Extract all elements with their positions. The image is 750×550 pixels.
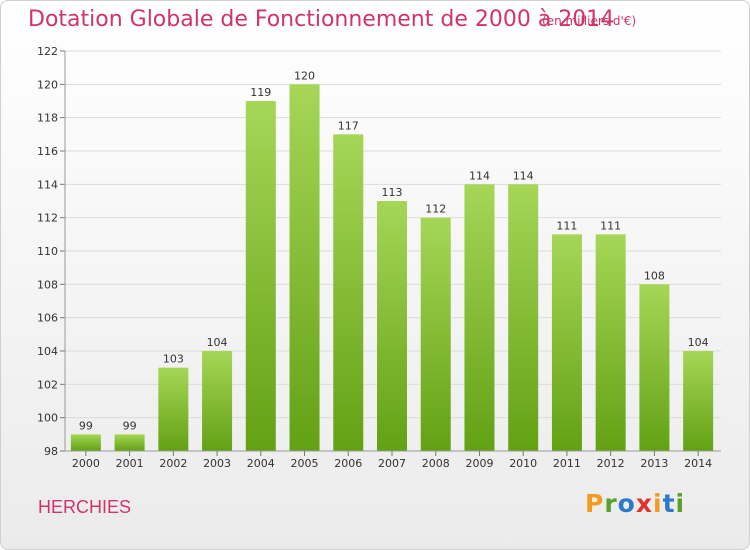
x-tick-label: 2010: [509, 457, 537, 470]
bar-2008: [420, 217, 451, 451]
bar-2005: [289, 84, 320, 451]
logo-letter: o: [617, 489, 636, 518]
proxiti-logo: Proxiti: [585, 489, 685, 518]
bar-2010: [508, 184, 539, 452]
x-tick-label: 2006: [334, 457, 362, 470]
x-tick-label: 2012: [597, 457, 625, 470]
commune-name: HERCHIES: [38, 497, 132, 517]
bar-2006: [333, 134, 364, 452]
logo-letter: t: [662, 489, 676, 518]
y-tick-label: 118: [37, 112, 58, 125]
value-label: 120: [294, 69, 315, 82]
value-label: 103: [163, 353, 184, 366]
bar-2002: [158, 367, 189, 451]
chart-subtitle: (en milliers d'€): [542, 14, 637, 28]
y-tick-label: 116: [37, 145, 58, 158]
bar-2014: [683, 351, 714, 451]
x-tick-label: 2014: [684, 457, 712, 470]
y-tick-label: 102: [37, 378, 58, 391]
y-tick-label: 100: [37, 412, 58, 425]
x-tick-label: 2001: [116, 457, 144, 470]
x-tick-label: 2002: [159, 457, 187, 470]
chart-title: Dotation Globale de Fonctionnement de 20…: [28, 7, 615, 32]
value-label: 114: [513, 169, 534, 182]
x-tick-label: 2009: [465, 457, 493, 470]
value-label: 104: [207, 336, 228, 349]
y-tick-label: 112: [37, 212, 58, 225]
value-label: 113: [382, 186, 403, 199]
bar-2001: [114, 434, 145, 451]
bar-2013: [639, 284, 670, 451]
x-tick-label: 2000: [72, 457, 100, 470]
y-tick-label: 110: [37, 245, 58, 258]
bar-2003: [202, 351, 233, 451]
x-tick-label: 2007: [378, 457, 406, 470]
value-label: 117: [338, 119, 359, 132]
x-tick-label: 2011: [553, 457, 581, 470]
x-tick-label: 2013: [640, 457, 668, 470]
logo-letter: x: [635, 489, 653, 518]
logo-letter: i: [653, 489, 663, 518]
x-tick-label: 2004: [247, 457, 275, 470]
y-tick-label: 104: [37, 345, 58, 358]
logo-letter: P: [585, 489, 605, 518]
value-label: 114: [469, 169, 490, 182]
bar-2011: [551, 234, 582, 451]
y-tick-label: 120: [37, 78, 58, 91]
y-tick-label: 122: [37, 45, 58, 58]
value-label: 112: [425, 203, 446, 216]
value-label: 119: [250, 86, 271, 99]
y-tick-label: 114: [37, 178, 58, 191]
value-label: 108: [644, 269, 665, 282]
value-label: 111: [600, 219, 621, 232]
value-label: 111: [556, 219, 577, 232]
value-label: 99: [79, 419, 93, 432]
logo-letter: r: [604, 489, 618, 518]
x-tick-label: 2008: [422, 457, 450, 470]
bar-2009: [464, 184, 495, 452]
value-label: 99: [123, 419, 137, 432]
bar-2000: [70, 434, 101, 451]
x-tick-label: 2003: [203, 457, 231, 470]
bar-2004: [245, 101, 276, 451]
bar-2007: [377, 201, 407, 451]
y-tick-label: 106: [37, 312, 58, 325]
y-tick-label: 108: [37, 278, 58, 291]
y-tick-label: 98: [44, 445, 58, 458]
value-label: 104: [688, 336, 709, 349]
logo-letter: i: [675, 489, 686, 518]
bar-2012: [595, 234, 626, 451]
x-tick-label: 2005: [291, 457, 319, 470]
